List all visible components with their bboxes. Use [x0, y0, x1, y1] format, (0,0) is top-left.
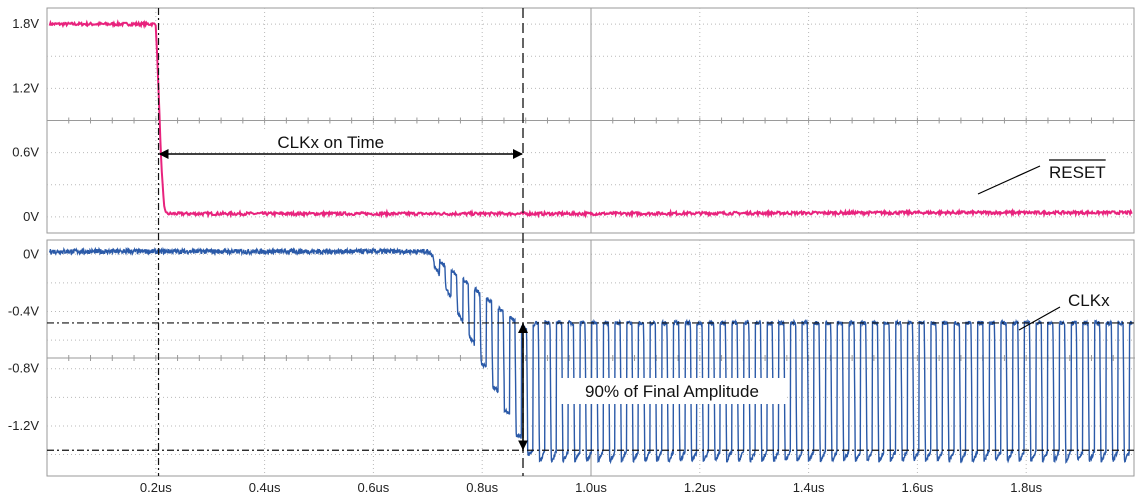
x-tick-label: 0.8us: [466, 480, 498, 495]
clkx-trace: [49, 246, 1133, 465]
annotation-layer: CLKx on Time 90% of Final Amplitude RESET C…: [47, 8, 1135, 476]
clkx-label: CLKx: [1068, 291, 1110, 310]
x-tick-label: 0.4us: [249, 480, 281, 495]
y-tick-label: 1.8V: [12, 16, 39, 31]
x-tick-label: 1.8us: [1010, 480, 1042, 495]
x-tick-label: 1.6us: [901, 480, 933, 495]
x-tick-label: 1.0us: [575, 480, 607, 495]
amplitude-label: 90% of Final Amplitude: [585, 382, 759, 401]
y-tick-label: -1.2V: [8, 418, 39, 433]
amplitude-label-bg: [558, 378, 786, 404]
x-tick-label: 1.2us: [684, 480, 716, 495]
x-tick-label: 0.2us: [140, 480, 172, 495]
clkx-panel: 0V -0.4V -0.8V -1.2V 0.2us 0.4us 0.6us 0.8us 1.0…: [8, 239, 1135, 495]
reset-label: RESET: [1049, 163, 1106, 182]
x-tick-label: 0.6us: [357, 480, 389, 495]
y-tick-label: -0.8V: [8, 361, 39, 376]
y-tick-label: 0.6V: [12, 145, 39, 160]
reset-trace: [48, 19, 1133, 219]
x-tick-label: 1.4us: [793, 480, 825, 495]
y-tick-label: 1.2V: [12, 80, 39, 95]
y-tick-label: -0.4V: [8, 304, 39, 319]
on-time-label-bg: [255, 132, 406, 152]
reset-panel: 1.8V 1.2V 0.6V 0V: [12, 7, 1135, 234]
y-tick-label: 0V: [23, 246, 39, 261]
y-tick-label: 0V: [23, 209, 39, 224]
reset-callout-line: [977, 165, 1041, 195]
clkx-callout-line: [1018, 306, 1061, 331]
on-time-label: CLKx on Time: [277, 133, 384, 152]
